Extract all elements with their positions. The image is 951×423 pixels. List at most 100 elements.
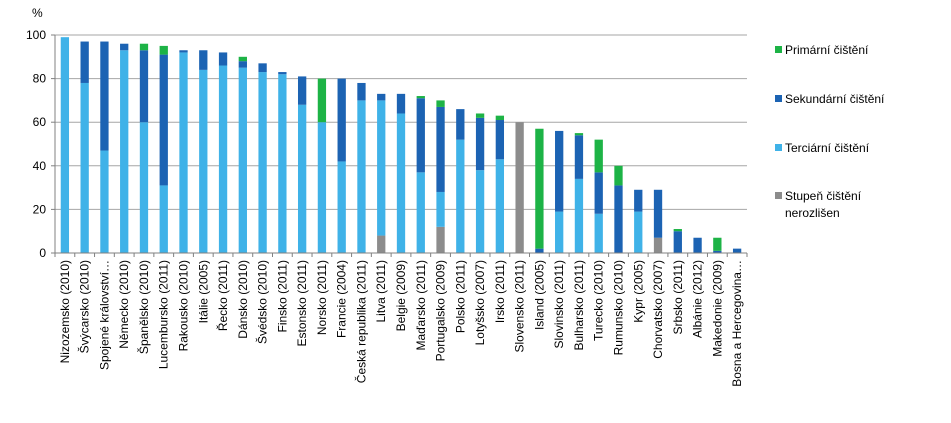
legend-label: Terciární čištění <box>785 141 870 155</box>
bar-segment <box>100 41 109 151</box>
bar-segment <box>732 248 742 253</box>
y-tick-label: 0 <box>39 246 46 260</box>
bar-segment <box>317 122 327 253</box>
bar-segment <box>317 78 327 123</box>
bar-segment <box>278 72 287 75</box>
bar-segment <box>436 100 445 107</box>
y-tick-label: 40 <box>33 159 47 173</box>
bar-segment <box>396 93 406 114</box>
legend-label: nerozlišen <box>785 206 840 220</box>
x-tick-label: Srbsko (2011) <box>671 260 685 334</box>
bar-segment <box>199 50 208 70</box>
x-tick-label: Rumunsko (2010) <box>611 260 625 355</box>
bar-segment <box>258 72 267 253</box>
y-tick-label: 60 <box>33 115 47 129</box>
x-tick-label: Makedonie (2009) <box>710 260 724 357</box>
x-tick-label: Irsko (2011) <box>493 260 507 323</box>
bar-segment <box>100 150 109 253</box>
bar-segment <box>278 74 287 254</box>
legend-swatch <box>775 95 782 102</box>
x-tick-label: Slovensko (2011) <box>513 260 527 353</box>
bar-segment <box>80 82 89 254</box>
bar-segment <box>357 82 366 101</box>
x-tick-label: Finsko (2011) <box>275 260 289 332</box>
bar-segment <box>139 122 149 253</box>
bar-segment <box>555 211 564 253</box>
x-tick-label: Belgie (2009) <box>394 260 408 331</box>
x-tick-label: Česká republika (2011) <box>353 260 368 383</box>
x-tick-label: Bosna a Hercegovina… <box>730 260 744 387</box>
legend-label: Stupeň čištění <box>785 189 862 203</box>
x-tick-label: Portugalsko (2009) <box>434 260 448 361</box>
bar-segment <box>179 52 188 253</box>
x-tick-label: Itálie (2005) <box>196 260 210 323</box>
x-tick-label: Švýcarsko (2010) <box>77 260 92 353</box>
x-tick-label: Nizozemsko (2010) <box>58 260 72 363</box>
bar-segment <box>238 61 247 68</box>
x-tick-label: Chorvatsko (2007) <box>651 260 665 359</box>
bar-segment <box>713 237 722 251</box>
bar-segment <box>396 113 406 253</box>
x-tick-label: Španělsko (2010) <box>136 260 151 354</box>
bar-segment <box>377 100 386 236</box>
x-tick-label: Maďarsko (2011) <box>414 260 428 351</box>
x-tick-label: Řecko (2011) <box>215 260 230 331</box>
bar-segment <box>555 130 564 212</box>
bar-segment <box>159 45 168 55</box>
legend-label: Sekundární čištění <box>785 92 885 106</box>
bar-segment <box>495 120 505 160</box>
bars <box>60 37 742 254</box>
bar-segment <box>456 139 465 253</box>
x-tick-label: Německo (2010) <box>117 260 131 349</box>
bar-segment <box>139 50 149 123</box>
x-tick-label: Dánsko (2010) <box>236 260 250 339</box>
bar-segment <box>120 43 129 51</box>
bar-segment <box>416 172 425 253</box>
y-tick-label: 100 <box>26 28 46 42</box>
bar-segment <box>535 128 544 249</box>
bar-segment <box>297 76 307 105</box>
bar-segment <box>574 135 584 179</box>
bar-segment <box>634 189 643 212</box>
bar-segment <box>199 69 208 253</box>
axes <box>54 35 748 257</box>
bar-segment <box>436 191 445 227</box>
x-tick-label: Litva (2011) <box>374 260 388 322</box>
bar-segment <box>594 172 603 214</box>
legend-label: Primární čištění <box>785 43 869 57</box>
bar-segment <box>218 65 228 254</box>
x-tick-label: Slovinsko (2011) <box>552 260 566 349</box>
bar-segment <box>614 165 623 186</box>
bar-segment <box>377 235 386 253</box>
bar-segment <box>120 50 129 254</box>
bar-segment <box>475 117 485 171</box>
legend: Primární čištění Sekundární čištění Terciá… <box>775 43 885 220</box>
bar-segment <box>357 100 366 254</box>
bar-segment <box>634 211 643 253</box>
x-tick-labels: Nizozemsko (2010) Švýcarsko (2010) Spojené… <box>58 260 744 387</box>
bar-segment <box>238 67 247 253</box>
x-tick-label: Albánie (2012) <box>691 260 705 338</box>
x-tick-label: Island (2005) <box>532 260 546 330</box>
x-tick-label: Polsko (2011) <box>453 260 467 333</box>
bar-segment <box>693 237 702 253</box>
bar-segment <box>653 189 663 238</box>
bar-segment <box>713 250 722 253</box>
bar-segment <box>495 159 505 253</box>
bar-segment <box>218 52 228 66</box>
bar-segment <box>337 78 346 162</box>
bar-segment <box>60 37 70 254</box>
bar-segment <box>297 104 307 253</box>
bar-segment <box>416 96 425 99</box>
x-tick-label: Lotyšsko (2007) <box>473 260 487 345</box>
bar-segment <box>574 133 584 136</box>
bar-segment <box>80 41 89 83</box>
bar-segment <box>436 106 445 192</box>
y-unit-label: % <box>32 6 43 20</box>
bar-segment <box>238 56 247 62</box>
bar-segment <box>535 248 544 253</box>
bar-segment <box>475 170 485 253</box>
bar-segment <box>377 93 386 101</box>
legend-swatch <box>775 46 782 53</box>
